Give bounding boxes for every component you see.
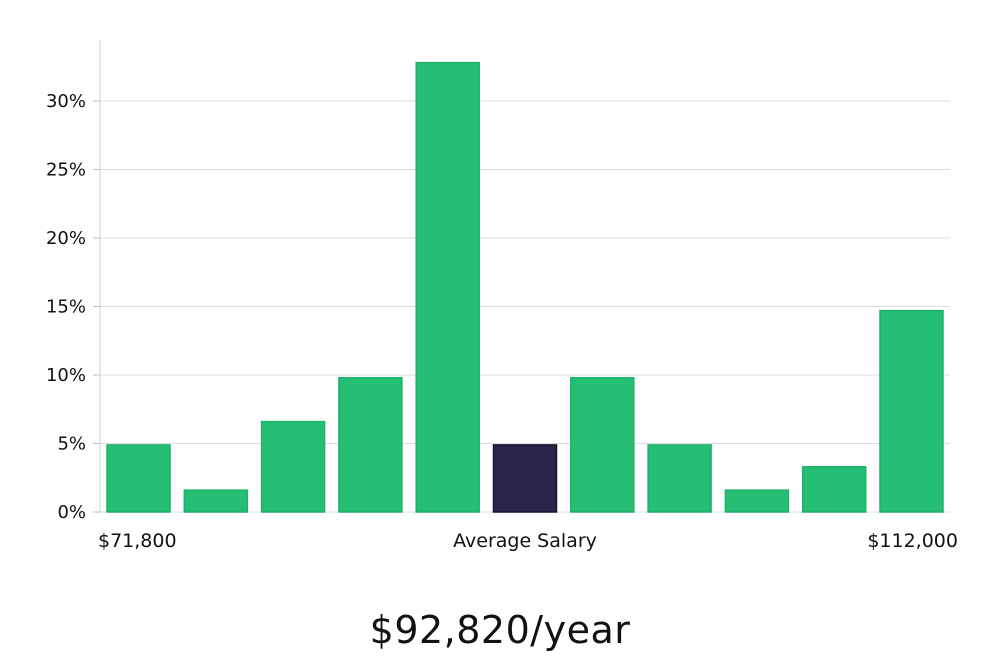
y-tick-label: 5% <box>57 434 86 455</box>
bar <box>724 489 790 513</box>
bar <box>338 376 403 513</box>
y-tick-label: 20% <box>46 228 86 249</box>
bar-average-salary <box>492 444 558 513</box>
bar <box>801 466 867 513</box>
x-label-max: $112,000 <box>867 530 958 552</box>
bar <box>260 420 326 513</box>
bar <box>570 376 635 513</box>
bar <box>647 444 712 513</box>
bar <box>415 61 480 513</box>
y-tick-label: 30% <box>46 91 86 112</box>
y-tick-label: 10% <box>46 365 86 386</box>
x-label-min: $71,800 <box>98 530 177 552</box>
average-salary-value: $92,820/year <box>369 608 631 652</box>
y-tick-label: 25% <box>46 160 86 181</box>
bar <box>106 444 171 513</box>
bar <box>183 489 249 513</box>
bars <box>106 61 944 513</box>
y-tick-label: 15% <box>46 297 86 318</box>
bar <box>879 309 944 513</box>
y-axis-tick-labels: 0% 5% 10% 15% 20% 25% 30% <box>46 91 100 523</box>
x-label-average: Average Salary <box>453 530 597 552</box>
y-tick-label: 0% <box>57 502 86 523</box>
salary-distribution-chart: 0% 5% 10% 15% 20% 25% 30% $71,800 Average Sala… <box>46 40 958 552</box>
